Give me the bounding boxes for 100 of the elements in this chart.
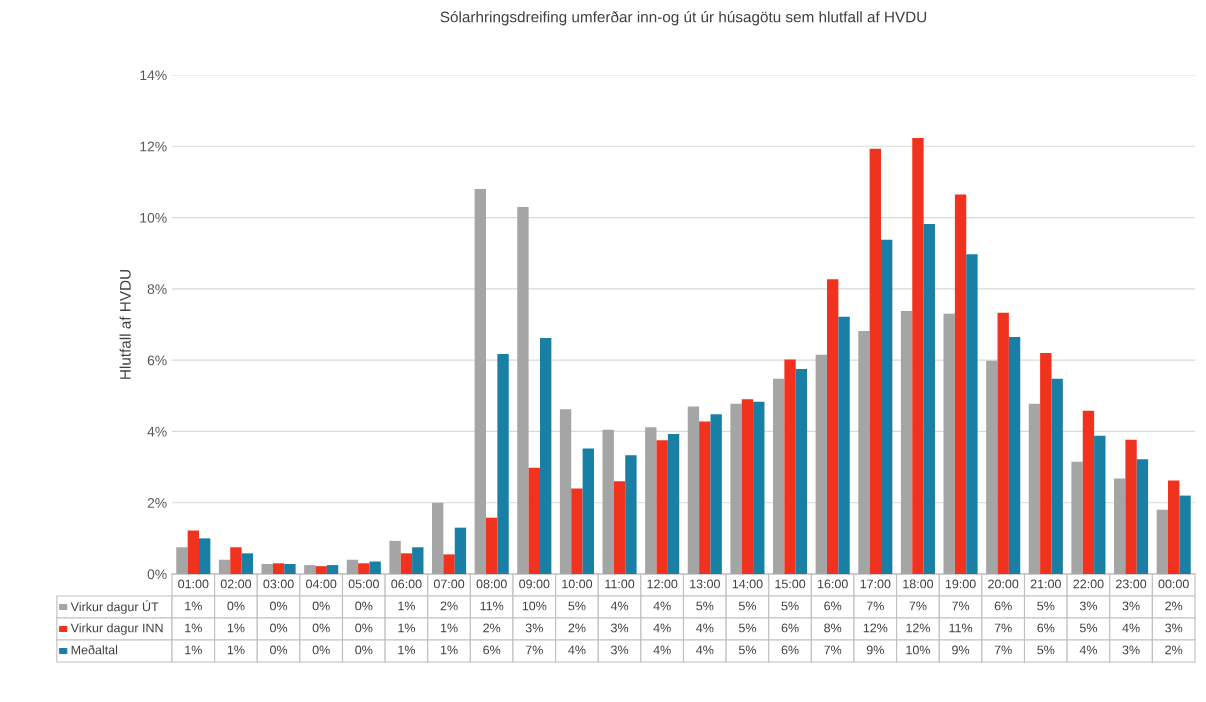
x-tick-label: 18:00: [903, 579, 934, 589]
bar: [1156, 509, 1168, 574]
data-label: 11%: [480, 601, 504, 611]
y-tick-label: 4%: [147, 426, 167, 437]
data-label: 9%: [952, 645, 970, 655]
data-label: 2%: [483, 623, 501, 633]
x-tick-label: 19:00: [945, 579, 976, 589]
legend-label: Meðaltal: [71, 644, 118, 655]
data-label: 2%: [1165, 645, 1183, 655]
bar: [710, 414, 722, 574]
data-label: 0%: [355, 623, 373, 633]
x-tick-label: 01:00: [178, 579, 209, 589]
bar: [474, 189, 486, 574]
data-label: 1%: [227, 645, 245, 655]
bar: [540, 338, 552, 574]
data-label: 12%: [906, 623, 930, 633]
data-label: 5%: [738, 601, 757, 611]
bar: [986, 360, 998, 574]
bar: [326, 565, 339, 574]
x-tick-label: 02:00: [220, 579, 252, 589]
bar: [1168, 480, 1180, 574]
data-label: 4%: [610, 601, 629, 611]
x-tick-label: 04:00: [306, 579, 337, 589]
bar: [912, 138, 924, 574]
legend-label: Virkur dagur INN: [70, 623, 163, 635]
bar: [443, 554, 455, 574]
bar: [667, 433, 680, 574]
x-tick-label: 23:00: [1116, 579, 1147, 589]
data-label: 7%: [824, 645, 842, 655]
x-tick-label: 21:00: [1030, 579, 1061, 589]
bar: [943, 313, 955, 574]
data-label: 5%: [696, 601, 714, 611]
x-tick-label: 09:00: [519, 579, 550, 589]
data-label: 0%: [355, 601, 373, 611]
bar: [284, 564, 296, 574]
bar: [218, 559, 231, 574]
bar: [432, 502, 444, 574]
bar: [1114, 478, 1126, 574]
data-label: 4%: [653, 623, 671, 633]
data-label: 1%: [440, 623, 458, 633]
bar: [753, 401, 765, 574]
data-label: 0%: [270, 645, 288, 655]
bar: [869, 148, 881, 574]
bar: [369, 561, 381, 574]
bar: [454, 527, 467, 574]
x-tick-label: 16:00: [818, 579, 848, 589]
bar: [358, 563, 370, 574]
bar: [858, 330, 870, 574]
data-label: 7%: [525, 645, 543, 655]
bar: [773, 378, 785, 574]
bar: [517, 206, 529, 574]
data-label: 3%: [611, 623, 629, 633]
bar: [412, 547, 424, 574]
bar: [486, 517, 498, 574]
data-label: 8%: [824, 623, 842, 633]
bar: [900, 310, 913, 574]
x-tick-label: 06:00: [391, 579, 422, 589]
data-label: 1%: [185, 601, 202, 611]
data-label: 5%: [1079, 623, 1098, 633]
y-tick-label: 12%: [140, 141, 167, 152]
data-label: 0%: [227, 601, 245, 611]
data-label: 0%: [312, 601, 330, 611]
data-label: 7%: [952, 601, 970, 611]
legend-label: Virkur dagur ÚT: [70, 600, 159, 614]
data-label: 4%: [653, 601, 671, 611]
bar: [795, 369, 808, 574]
bar: [784, 359, 796, 574]
bar: [1082, 410, 1095, 574]
bar: [389, 540, 401, 574]
bar: [1028, 403, 1041, 574]
data-label: 0%: [270, 623, 288, 633]
data-label: 2%: [568, 623, 586, 633]
bar: [741, 399, 754, 574]
bar: [1125, 439, 1137, 574]
data-label: 10%: [522, 601, 547, 611]
data-label: 4%: [1079, 645, 1098, 655]
data-label: 5%: [738, 623, 757, 633]
bar: [230, 547, 242, 574]
bar: [261, 564, 273, 574]
data-label: 11%: [949, 623, 973, 633]
bar: [400, 553, 413, 574]
data-label: 1%: [227, 623, 245, 633]
data-label: 9%: [866, 645, 884, 655]
x-tick-label: 10:00: [562, 579, 593, 589]
x-tick-label: 00:00: [1158, 579, 1189, 589]
data-label: 1%: [398, 601, 416, 611]
data-label: 0%: [312, 645, 330, 655]
bar: [954, 194, 967, 574]
chart-title: Sólarhringsdreifing umferðar inn-og út úr húsagötu sem hlutfall af HVDU: [440, 10, 927, 26]
bar: [1040, 353, 1052, 574]
bar: [559, 409, 572, 574]
data-label: 6%: [1037, 623, 1055, 633]
data-label: 7%: [994, 623, 1012, 633]
bar: [241, 553, 253, 574]
x-tick-label: 05:00: [348, 579, 379, 589]
x-tick-label: 03:00: [263, 579, 294, 589]
bar: [687, 406, 700, 574]
data-label: 7%: [994, 645, 1012, 655]
bar: [656, 440, 668, 574]
data-label: 6%: [781, 645, 799, 655]
